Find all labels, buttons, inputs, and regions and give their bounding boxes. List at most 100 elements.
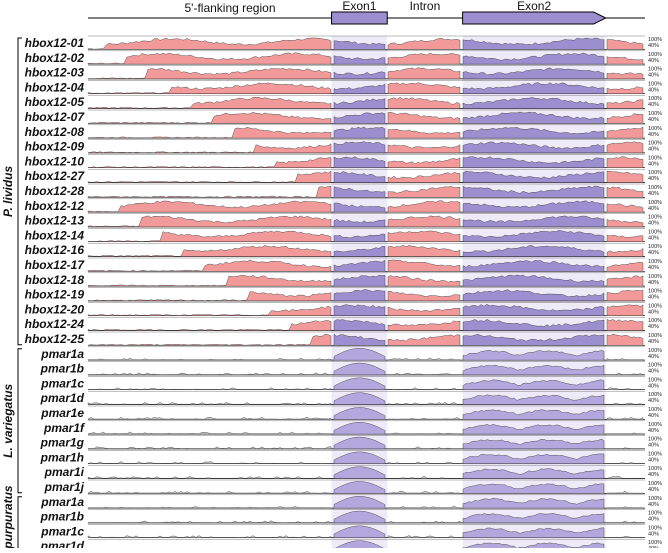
- profile-5prime: [87, 37, 332, 50]
- pct-top: 100%: [648, 200, 662, 206]
- profile-3prime: [606, 203, 644, 213]
- exon1-label: Exon1: [342, 0, 376, 13]
- track-hbox12-14: hbox12-14 100%40%: [25, 228, 662, 242]
- pct-bottom: 40%: [648, 117, 659, 123]
- profile-intron: [387, 275, 461, 287]
- profile-exon1: [333, 246, 386, 257]
- pct-top: 100%: [648, 170, 662, 176]
- track-pmar1d: pmar1d 100%40%: [40, 391, 662, 405]
- profile-exon1: [333, 71, 386, 80]
- profile-5prime: [87, 506, 332, 509]
- track-label: hbox12-28: [25, 184, 85, 198]
- pct-top: 100%: [648, 540, 662, 546]
- profile-5prime: [87, 157, 332, 168]
- profile-3prime: [606, 417, 644, 420]
- profile-5prime: [87, 215, 332, 228]
- track-pmar1c: pmar1c 100%40%: [40, 376, 662, 390]
- profile-5prime: [87, 97, 332, 109]
- track-label: pmar1f: [43, 421, 85, 435]
- profile-intron: [387, 476, 461, 479]
- group-0: P. lividus: [1, 37, 22, 346]
- profile-exon2: [462, 289, 605, 302]
- profile-5prime: [87, 387, 332, 390]
- profile-3prime: [606, 141, 644, 154]
- track-label: pmar1d: [40, 539, 85, 548]
- pct-bottom: 40%: [648, 265, 659, 271]
- profile-exon1: [333, 171, 386, 183]
- pct-bottom: 40%: [648, 58, 659, 64]
- pct-bottom: 40%: [648, 339, 659, 345]
- track-label: hbox12-02: [25, 51, 85, 65]
- pct-top: 100%: [648, 451, 662, 457]
- profile-intron: [387, 244, 461, 257]
- profile-5prime: [87, 372, 332, 376]
- track-label: pmar1h: [40, 450, 84, 464]
- flanking-region-label: 5'-flanking region: [184, 1, 275, 15]
- track-hbox12-03: hbox12-03 100%40%: [25, 65, 662, 80]
- intron-label: Intron: [410, 0, 441, 13]
- track-label: hbox12-19: [25, 288, 85, 302]
- profile-exon2: [462, 394, 605, 405]
- profile-5prime: [87, 416, 332, 420]
- profile-exon2: [462, 111, 605, 124]
- profile-exon1: [333, 141, 386, 154]
- track-label: hbox12-16: [25, 243, 85, 257]
- track-label: hbox12-18: [25, 273, 85, 287]
- profile-exon1: [333, 40, 386, 50]
- pct-top: 100%: [648, 392, 662, 398]
- profile-3prime: [606, 447, 644, 450]
- profile-intron: [387, 111, 461, 124]
- profile-exon2: [462, 483, 605, 494]
- profile-intron: [387, 129, 461, 139]
- profile-exon1: [333, 319, 386, 331]
- profile-intron: [387, 320, 461, 331]
- profile-exon1: [333, 392, 386, 405]
- profile-intron: [387, 230, 461, 242]
- group-label: S. purpuratus: [1, 485, 15, 548]
- track-hbox12-05: hbox12-05 100%40%: [25, 94, 662, 109]
- pct-top: 100%: [648, 422, 662, 428]
- track-label: pmar1c: [40, 524, 84, 538]
- pct-top: 100%: [648, 67, 662, 73]
- track-hbox12-20: hbox12-20 100%40%: [25, 302, 662, 316]
- track-label: pmar1e: [40, 406, 84, 420]
- profile-intron: [387, 185, 461, 198]
- track-pmar1b: pmar1b 100%40%: [40, 509, 662, 524]
- profile-exon2: [462, 423, 605, 435]
- profile-3prime: [606, 333, 644, 346]
- profile-exon1: [333, 407, 386, 420]
- profile-exon1: [333, 112, 386, 124]
- profile-3prime: [606, 39, 644, 50]
- pct-bottom: 40%: [648, 531, 659, 537]
- profile-3prime: [606, 506, 644, 509]
- pct-bottom: 40%: [648, 383, 659, 389]
- profile-5prime: [87, 68, 332, 80]
- profile-intron: [387, 52, 461, 65]
- profile-intron: [387, 357, 461, 361]
- profile-3prime: [606, 536, 644, 538]
- pct-top: 100%: [648, 318, 662, 324]
- pct-top: 100%: [648, 348, 662, 354]
- pct-bottom: 40%: [648, 502, 659, 508]
- profile-exon2: [462, 170, 605, 183]
- profile-intron: [387, 290, 461, 302]
- track-hbox12-12: hbox12-12 100%40%: [25, 198, 662, 213]
- pct-bottom: 40%: [648, 472, 659, 478]
- profile-exon1: [333, 289, 386, 302]
- profile-intron: [387, 505, 461, 509]
- gene-model: 5'-flanking region Exon1 Intron Exon2: [88, 0, 645, 25]
- profile-5prime: [87, 143, 332, 154]
- profile-exon2: [462, 37, 605, 50]
- profile-3prime: [606, 86, 644, 94]
- pct-bottom: 40%: [648, 309, 659, 315]
- profile-3prime: [606, 402, 644, 405]
- profile-exon1: [333, 496, 386, 509]
- track-pmar1a: pmar1a 100%40%: [40, 346, 662, 361]
- profile-exon1: [333, 436, 386, 450]
- pct-top: 100%: [648, 481, 662, 487]
- pct-bottom: 40%: [648, 398, 659, 404]
- profile-5prime: [87, 476, 332, 479]
- profile-exon1: [333, 451, 386, 464]
- profile-exon1: [333, 98, 386, 109]
